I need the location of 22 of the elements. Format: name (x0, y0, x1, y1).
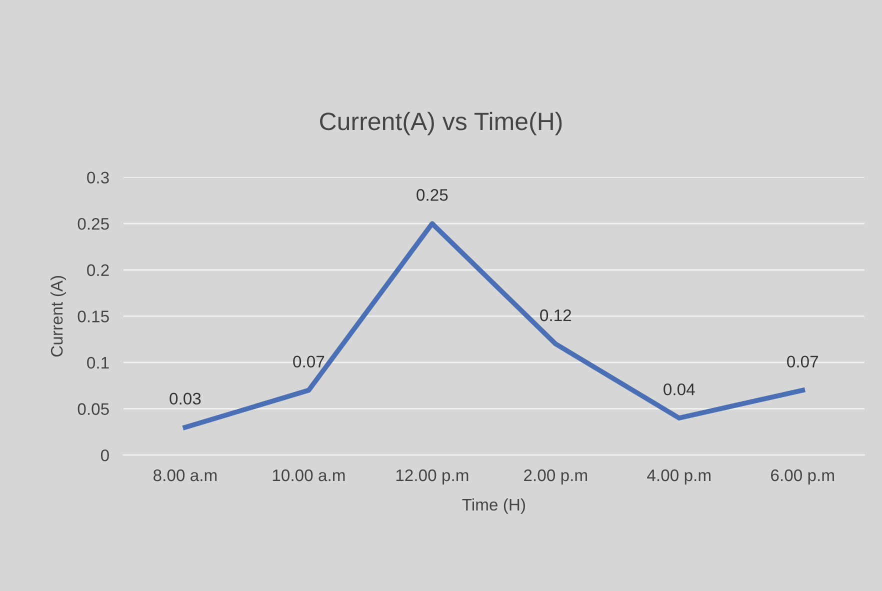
x-axis-title: Time (H) (462, 498, 525, 514)
x-tick-label: 12.00 p.m (396, 469, 468, 484)
y-axis-title: Current (A) (50, 276, 66, 357)
x-tick-label: 10.00 a.m (272, 469, 345, 482)
x-tick-label: 2.00 p.m (524, 469, 587, 484)
data-label: 0.04 (664, 383, 695, 396)
data-label: 0.07 (787, 356, 818, 368)
y-tick-label: 0.1 (87, 356, 109, 369)
y-tick-label: 0.2 (87, 264, 109, 276)
data-label: 0.03 (170, 392, 201, 405)
chart-title: Current(A) vs Time(H) (320, 112, 562, 136)
data-label: 0.07 (293, 356, 324, 368)
x-tick-label: 6.00 p.m (771, 469, 834, 484)
y-tick-label: 0.05 (78, 403, 109, 415)
data-label: 0.25 (416, 189, 448, 201)
x-tick-label: 8.00 a.m (154, 469, 217, 482)
y-tick-label: 0.15 (78, 310, 109, 322)
x-tick-label: 4.00 p.m (647, 469, 710, 484)
y-tick-label: 0 (100, 449, 109, 462)
data-label: 0.12 (540, 309, 572, 322)
y-tick-label: 0.3 (87, 172, 109, 184)
y-tick-label: 0.25 (78, 218, 109, 230)
